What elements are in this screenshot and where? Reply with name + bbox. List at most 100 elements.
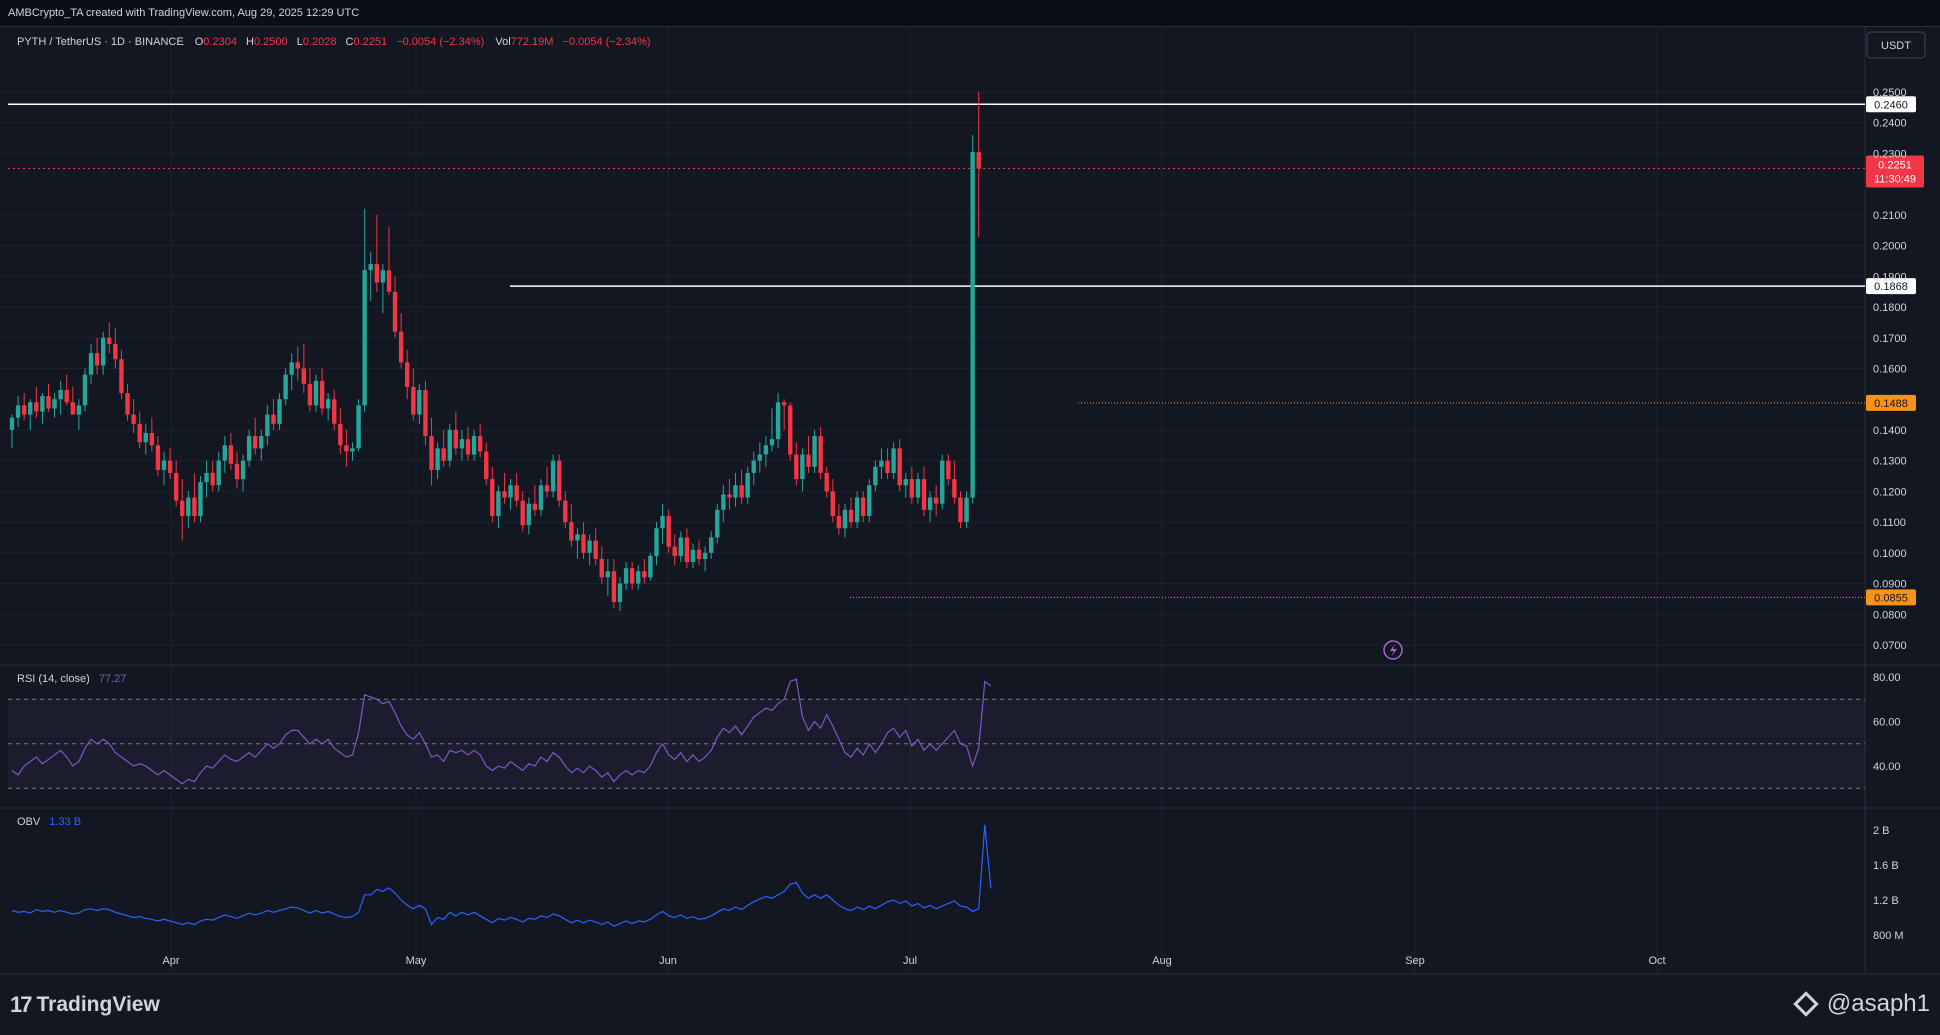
candle-body — [435, 448, 440, 470]
candle-body — [423, 390, 428, 437]
price-tick-label: 0.1900 — [1873, 271, 1907, 283]
candle-body — [34, 402, 39, 412]
candle-body — [617, 583, 623, 602]
candle-body — [569, 522, 574, 541]
time-tick-label: May — [406, 955, 427, 967]
candle-body — [94, 353, 100, 366]
countdown-label: 11:30:49 — [1874, 173, 1916, 185]
candle-body — [927, 497, 933, 510]
candle-body — [283, 374, 288, 400]
candle-body — [599, 558, 604, 578]
candle-body — [222, 445, 227, 461]
candle-body — [246, 436, 252, 461]
candle-body — [544, 485, 550, 492]
axes: 0.25000.24000.23000.21000.20000.19000.18… — [162, 87, 1906, 967]
author-watermark: @asaph1 — [1793, 990, 1930, 1018]
time-tick-label: Aug — [1152, 955, 1172, 967]
candle-body — [921, 479, 927, 510]
support-resistance-levels: 0.2460 0.1868 0.1488 0.0855 0.2251 11:30:49 — [8, 96, 1924, 606]
candle-body — [842, 509, 848, 529]
rsi-legend: RSI (14, close) 77.27 — [17, 673, 126, 685]
candle-body — [915, 479, 921, 498]
candle-body — [459, 439, 465, 449]
candle-body — [210, 472, 215, 486]
candle-body — [88, 353, 94, 375]
candle-body — [161, 460, 167, 470]
candle-body — [666, 515, 671, 547]
candle-body — [970, 151, 975, 498]
candlestick-series — [9, 92, 981, 612]
currency-button-label: USDT — [1881, 40, 1911, 52]
level-price-label: 0.0855 — [1874, 592, 1908, 604]
candle-body — [757, 454, 763, 461]
candle-body — [58, 390, 63, 400]
volume-value: 772.19M — [511, 36, 554, 48]
candle-body — [563, 500, 568, 523]
candle-body — [180, 500, 185, 516]
candle-body — [453, 429, 459, 449]
candle-body — [471, 436, 477, 455]
candle-body — [581, 534, 586, 553]
candle-body — [398, 331, 404, 363]
price-tick-label: 0.1600 — [1873, 364, 1907, 376]
candle-body — [587, 540, 592, 553]
candle-body — [155, 445, 161, 470]
tradingview-logo-icon: 17 — [10, 992, 33, 1017]
candle-body — [70, 402, 75, 415]
price-tick-label: 0.2500 — [1873, 87, 1907, 99]
candle-body — [392, 291, 398, 332]
candle-body — [374, 264, 379, 283]
candle-body — [265, 414, 270, 437]
candle-body — [611, 571, 617, 602]
candle-body — [873, 466, 878, 486]
candle-body — [721, 494, 726, 510]
candle-body — [733, 485, 738, 498]
candle-body — [496, 491, 501, 516]
tradingview-logo[interactable]: 17 TradingView — [10, 992, 160, 1018]
candle-body — [131, 414, 136, 424]
last-price-badge — [1866, 155, 1924, 188]
candle-body — [538, 485, 544, 510]
candle-body — [763, 445, 769, 455]
price-tick-label: 0.1800 — [1873, 302, 1907, 314]
price-tick-label: 0.1200 — [1873, 486, 1907, 498]
candle-body — [575, 534, 580, 541]
candle-body — [636, 571, 641, 584]
time-tick-label: Jun — [659, 955, 677, 967]
candle-body — [836, 515, 842, 529]
candle-body — [897, 448, 902, 486]
currency-button[interactable] — [1866, 31, 1926, 59]
level-price-badge — [1866, 394, 1916, 411]
candle-body — [812, 436, 817, 467]
candle-body — [678, 537, 683, 556]
rsi-tick-label: 40.00 — [1873, 761, 1901, 773]
candle-body — [380, 270, 386, 283]
candle-body — [745, 472, 750, 498]
candle-body — [830, 491, 835, 516]
candle-body — [514, 485, 519, 501]
candle-body — [909, 479, 915, 498]
candle-body — [386, 270, 392, 292]
candle-body — [198, 482, 203, 516]
price-tick-label: 0.0800 — [1873, 609, 1907, 621]
level-price-label: 0.2460 — [1874, 99, 1908, 111]
candle-body — [137, 423, 142, 443]
candle-body — [76, 405, 82, 415]
candle-body — [113, 343, 118, 360]
candle-body — [885, 460, 890, 473]
open-value: 0.2304 — [203, 36, 237, 48]
level-price-label: 0.1488 — [1874, 398, 1908, 410]
candle-body — [484, 451, 489, 480]
candle-body — [332, 399, 337, 424]
candle-body — [192, 497, 197, 516]
candle-body — [125, 393, 130, 415]
candle-body — [307, 383, 313, 406]
top-bar: AMBCrypto_TA created with TradingView.co… — [0, 0, 1940, 27]
lightning-alert-icon[interactable] — [1383, 640, 1403, 660]
candle-body — [520, 500, 525, 526]
candle-body — [879, 460, 884, 467]
price-tick-label: 0.1100 — [1873, 517, 1906, 529]
candle-body — [277, 399, 282, 424]
candle-body — [429, 436, 434, 470]
